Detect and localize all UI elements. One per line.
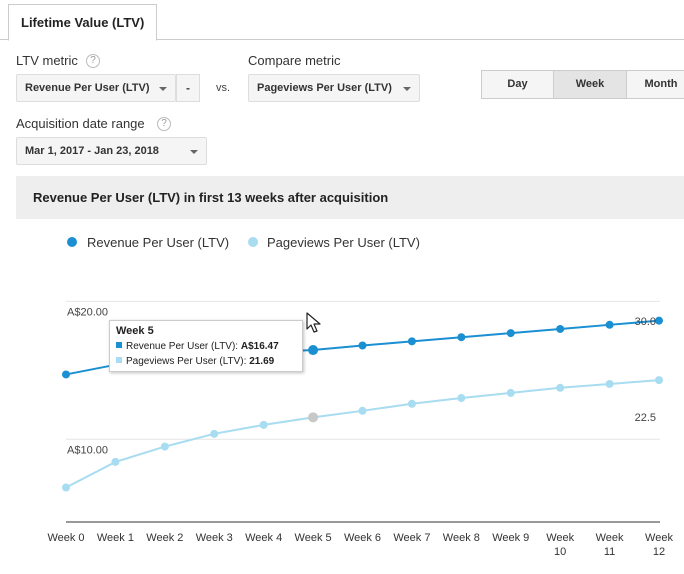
x-axis-tick-label: Week 3 — [196, 532, 233, 544]
granularity-month-button[interactable]: Month — [626, 70, 684, 99]
x-axis-tick-label: Week 2 — [146, 532, 183, 544]
pageviews-data-point — [210, 429, 219, 438]
revenue-data-point — [605, 320, 614, 329]
left-axis-tick-label: A$10.00 — [67, 444, 108, 456]
compare-metric-dropdown[interactable]: Pageviews Per User (LTV) — [248, 74, 420, 102]
date-range-value: Mar 1, 2017 - Jan 23, 2018 — [25, 145, 159, 157]
revenue-data-point — [62, 370, 70, 379]
revenue-data-point — [556, 324, 565, 333]
tooltip-pageviews-swatch — [116, 357, 122, 363]
x-axis-tick-label: Week 11 — [596, 532, 624, 558]
x-axis-tick-label: Week 9 — [492, 532, 529, 544]
revenue-data-point — [407, 337, 416, 346]
ltv-metric-label: LTV metric — [16, 53, 78, 68]
legend-revenue-dot — [67, 237, 77, 247]
chart-title: Revenue Per User (LTV) in first 13 weeks… — [33, 190, 389, 205]
tab-strip: Lifetime Value (LTV) — [0, 0, 684, 41]
pageviews-data-point — [308, 412, 319, 423]
revenue-data-point — [655, 316, 663, 325]
right-axis-tick-label: 22.5 — [635, 412, 656, 424]
x-axis-tick-label: Week 1 — [97, 532, 134, 544]
compare-metric-label: Compare metric — [248, 53, 341, 68]
chart-tooltip: Week 5 Revenue Per User (LTV): A$16.47 P… — [109, 320, 303, 372]
right-axis-tick-label: 30.0 — [635, 316, 656, 328]
tooltip-title: Week 5 — [116, 325, 154, 337]
left-axis-tick-label: A$20.00 — [67, 306, 108, 318]
vs-label: vs. — [216, 82, 231, 94]
remove-metric-button[interactable]: - — [176, 74, 200, 102]
mouse-cursor-icon — [306, 312, 321, 333]
pageviews-data-point — [62, 483, 70, 492]
revenue-data-point — [457, 333, 466, 342]
tooltip-revenue-swatch — [116, 342, 122, 348]
pageviews-data-point — [506, 388, 515, 397]
x-axis-tick-label: Week 5 — [295, 532, 332, 544]
pageviews-data-point — [605, 379, 614, 388]
tooltip-revenue-label: Revenue Per User (LTV): — [126, 341, 239, 352]
tooltip-pageviews-row: Pageviews Per User (LTV): 21.69 — [116, 356, 274, 367]
granularity-week-button[interactable]: Week — [553, 70, 627, 99]
pageviews-data-point — [160, 442, 169, 451]
revenue-data-point — [506, 329, 515, 338]
x-axis-tick-label: Week 6 — [344, 532, 381, 544]
pageviews-data-point — [259, 420, 268, 429]
chart-header: Revenue Per User (LTV) in first 13 weeks… — [16, 176, 684, 219]
x-axis-tick-label: Week 0 — [47, 532, 84, 544]
x-axis-tick-label: Week 12 — [645, 532, 673, 558]
help-icon[interactable]: ? — [157, 117, 171, 131]
pageviews-data-point — [111, 457, 120, 466]
chevron-down-icon — [159, 87, 167, 91]
chevron-down-icon — [190, 150, 198, 154]
pageviews-data-point — [556, 383, 565, 392]
tooltip-pageviews-value: 21.69 — [249, 356, 275, 367]
x-axis-tick-label: Week 7 — [393, 532, 430, 544]
tooltip-revenue-row: Revenue Per User (LTV): A$16.47 — [116, 341, 279, 352]
revenue-data-point — [308, 345, 319, 356]
tooltip-revenue-value: A$16.47 — [240, 341, 279, 352]
chevron-down-icon — [403, 87, 411, 91]
legend-revenue-label[interactable]: Revenue Per User (LTV) — [87, 235, 230, 250]
legend-pageviews-dot — [248, 237, 258, 247]
help-icon[interactable]: ? — [86, 54, 100, 68]
date-range-label: Acquisition date range — [16, 116, 145, 131]
date-range-dropdown[interactable]: Mar 1, 2017 - Jan 23, 2018 — [16, 137, 207, 165]
tooltip-pageviews-label: Pageviews Per User (LTV): — [126, 356, 247, 367]
compare-metric-value: Pageviews Per User (LTV) — [257, 82, 392, 94]
granularity-day-button[interactable]: Day — [481, 70, 554, 99]
x-axis-tick-label: Week 10 — [546, 532, 574, 558]
tab-lifetime-value[interactable]: Lifetime Value (LTV) — [8, 4, 158, 41]
ltv-metric-value: Revenue Per User (LTV) — [25, 82, 150, 94]
ltv-metric-dropdown[interactable]: Revenue Per User (LTV) — [16, 74, 176, 102]
pageviews-data-point — [655, 376, 663, 385]
pageviews-data-point — [358, 406, 367, 415]
legend-pageviews-label[interactable]: Pageviews Per User (LTV) — [267, 235, 420, 250]
revenue-data-point — [358, 341, 367, 350]
x-axis-tick-label: Week 8 — [443, 532, 480, 544]
pageviews-data-point — [407, 399, 416, 408]
pageviews-series-line — [65, 379, 660, 489]
x-axis-tick-label: Week 4 — [245, 532, 282, 544]
pageviews-data-point — [457, 394, 466, 403]
